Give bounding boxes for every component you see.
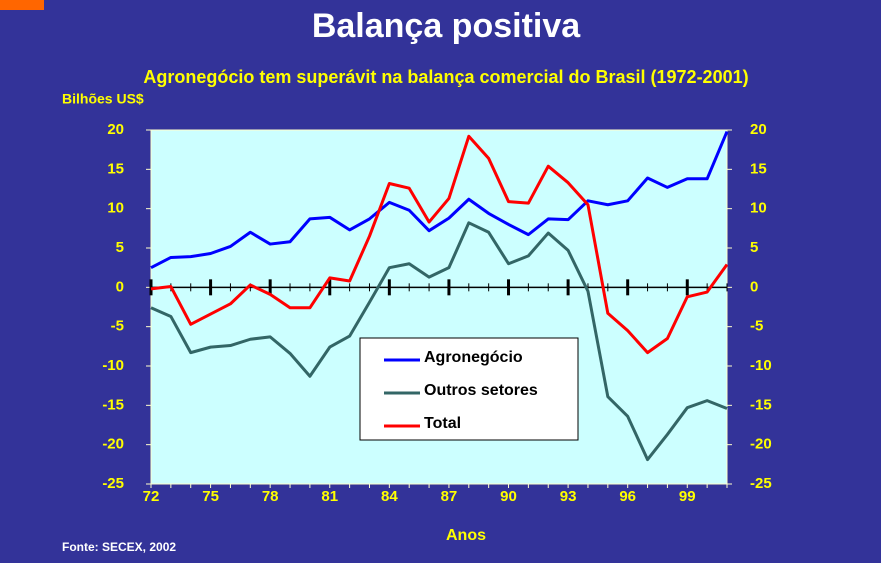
y-tick-label: 0: [116, 278, 124, 295]
legend-box: [359, 337, 579, 441]
source: Fonte: SECEX, 2002: [62, 540, 176, 554]
y-tick-label: 10: [107, 200, 124, 217]
series-line: [150, 134, 729, 355]
chart-subtitle: Agronegócio tem superávit na balança com…: [143, 67, 748, 87]
x-tick-label: 72: [143, 488, 160, 505]
y-tick-label: -25: [102, 475, 124, 492]
legend-label: Outros setores: [424, 382, 538, 399]
legend-label: Total: [424, 415, 461, 432]
y-tick-label: 5: [116, 239, 124, 256]
legend-label: Agronegócio: [424, 349, 523, 366]
series-line: [150, 130, 729, 270]
y-tick-label: -5: [111, 318, 124, 335]
x-axis-label: Anos: [446, 527, 486, 544]
x-tick-label: 87: [441, 488, 458, 505]
x-tick-label: 84: [381, 488, 398, 505]
y-tick-label: 15: [107, 160, 124, 177]
y-tick-label: -15: [102, 396, 124, 413]
x-tick-label: 81: [321, 488, 338, 505]
y2-tick-label: 20: [750, 121, 767, 138]
y-tick-label: -20: [102, 436, 124, 453]
x-tick-label: 78: [262, 488, 279, 505]
y2-tick-label: -10: [750, 357, 772, 374]
y2-tick-label: 15: [750, 160, 767, 177]
y-tick-label: 20: [107, 121, 124, 138]
y2-tick-label: -20: [750, 436, 772, 453]
x-tick-label: 93: [560, 488, 577, 505]
y2-tick-label: -25: [750, 475, 772, 492]
y2-tick-label: 5: [750, 239, 758, 256]
chart-title: Balança positiva: [312, 7, 581, 45]
corner-tab: [0, 0, 44, 10]
y2-tick-label: 10: [750, 200, 767, 217]
x-tick-label: 99: [679, 488, 696, 505]
y2-tick-label: 0: [750, 278, 758, 295]
y-axis-label: Bilhões US$: [62, 91, 144, 107]
y-tick-label: -10: [102, 357, 124, 374]
x-tick-label: 75: [202, 488, 219, 505]
series-line: [150, 221, 728, 462]
y2-tick-label: -15: [750, 396, 772, 413]
x-tick-label: 96: [619, 488, 636, 505]
y2-tick-label: -5: [750, 318, 763, 335]
x-tick-label: 90: [500, 488, 517, 505]
